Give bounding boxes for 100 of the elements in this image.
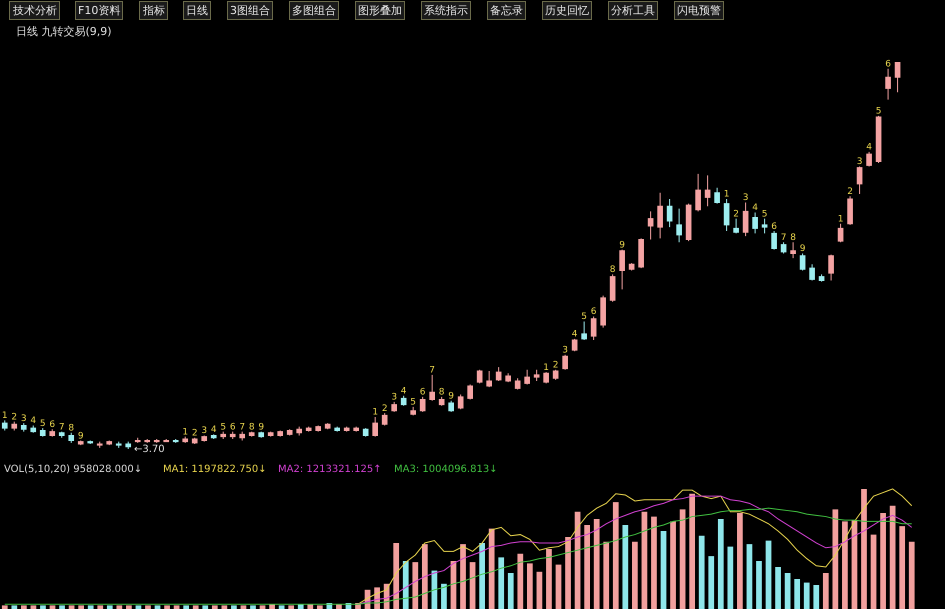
text: 4 (30, 416, 36, 426)
candlestick (286, 428, 293, 436)
text: 3 (201, 426, 208, 436)
text: 4 (400, 386, 407, 396)
bar (240, 605, 246, 609)
candlestick (876, 115, 882, 164)
candlestick (87, 440, 94, 444)
bar (766, 540, 772, 609)
text: 1 (182, 427, 188, 438)
text: 9 (448, 391, 454, 402)
bar (164, 605, 170, 609)
bar (546, 548, 552, 609)
candlestick (30, 424, 36, 434)
bar (756, 560, 762, 609)
text: 2 (552, 360, 559, 371)
text: 3 (742, 193, 748, 204)
bar (126, 605, 132, 609)
bar (450, 560, 456, 609)
candlestick (752, 212, 758, 234)
text: MA1: 1197822.750↓ (163, 464, 267, 475)
candlestick (496, 366, 502, 382)
candlestick (894, 62, 900, 93)
candlestick (420, 396, 426, 412)
candlestick (210, 434, 217, 440)
bar (794, 578, 800, 609)
candlestick (134, 437, 141, 444)
bar (2, 605, 8, 609)
bar (746, 544, 752, 609)
candlestick (828, 254, 834, 282)
candlestick (315, 424, 322, 432)
candlestick (771, 230, 777, 250)
candlestick (666, 198, 672, 228)
candlestick (116, 441, 122, 448)
text: 2 (11, 412, 18, 422)
candlestick (49, 428, 56, 438)
bar (88, 605, 94, 609)
candlestick (572, 338, 578, 352)
bar (307, 604, 314, 609)
text: 6 (885, 59, 891, 70)
candlestick (344, 426, 350, 432)
candlestick (239, 431, 246, 442)
bar (584, 524, 590, 609)
text: 1 (372, 408, 378, 418)
candlestick (458, 394, 464, 410)
candlestick (372, 416, 378, 438)
bar (393, 542, 400, 609)
text: 系统指示 (424, 4, 468, 17)
bar (68, 605, 74, 609)
text: 8 (610, 265, 616, 276)
text: 5 (220, 422, 226, 432)
candlestick (800, 252, 806, 271)
bar (526, 563, 533, 609)
candlestick (182, 436, 188, 444)
text: 4 (752, 203, 758, 214)
text: 6 (230, 422, 236, 432)
candlestick (657, 192, 663, 239)
bar (145, 605, 151, 609)
bar (136, 605, 142, 609)
text: 9 (78, 431, 84, 442)
bar (852, 520, 858, 609)
candlestick (514, 378, 520, 390)
bar (212, 605, 218, 609)
candlestick (724, 198, 730, 232)
text: 8 (68, 424, 74, 434)
text: 3 (562, 345, 568, 356)
text: 2 (847, 187, 853, 198)
candlestick (230, 431, 236, 440)
text: 5 (876, 106, 882, 117)
text: MA2: 1213321.125↑ (278, 464, 382, 475)
text: 5 (410, 398, 416, 408)
candlestick (866, 151, 872, 167)
candlestick (638, 238, 644, 269)
text: 3 (856, 157, 862, 168)
text: 9 (800, 244, 806, 254)
text: 指标 (142, 4, 165, 17)
bar (498, 557, 504, 609)
candlestick (58, 431, 65, 438)
bar (97, 605, 104, 609)
bar (231, 605, 237, 609)
bar (737, 512, 743, 609)
bar (508, 572, 514, 609)
candlestick (619, 249, 625, 290)
bar (804, 582, 810, 609)
text: 3 (20, 414, 27, 424)
candlestick (847, 196, 853, 226)
candlestick (742, 202, 748, 237)
candlestick (448, 400, 454, 412)
bar (642, 512, 648, 609)
bar (192, 605, 199, 609)
candlestick (391, 401, 397, 412)
annotation: ←3.70 (134, 444, 165, 455)
candlestick (809, 264, 815, 282)
bar (269, 604, 275, 609)
bar (660, 530, 666, 609)
bar (336, 604, 342, 609)
candlestick (220, 431, 226, 440)
bar (822, 572, 829, 609)
candlestick (410, 406, 416, 416)
bar (708, 556, 714, 609)
text: 6 (771, 222, 777, 232)
